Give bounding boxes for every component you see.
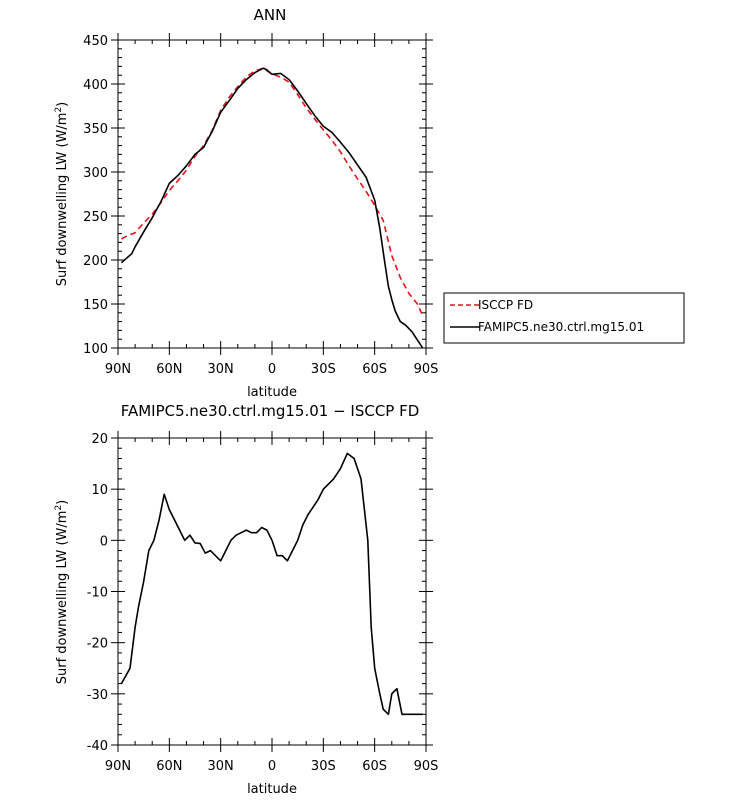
chart-annual-mean: ANN 100 150 200 250 300 350 400 450 90N 60N 30N 0 3… xyxy=(54,6,685,400)
y-tick-label: 450 xyxy=(83,34,108,49)
x-tick-labels: 90N 60N 30N 0 30S 60S 90S xyxy=(105,362,439,377)
tick-marks xyxy=(111,33,433,355)
tick-marks xyxy=(111,431,433,752)
series-line xyxy=(121,67,424,316)
y-axis-title-main: Surf downwelling LW (W/m xyxy=(55,113,70,287)
series-line xyxy=(120,452,423,716)
chart-title: ANN xyxy=(254,6,287,24)
y-tick-label: -40 xyxy=(87,739,108,754)
legend-label-isccp: ISCCP FD xyxy=(478,298,533,312)
y-tick-label: 200 xyxy=(83,254,108,269)
x-tick-label: 30N xyxy=(208,362,234,377)
x-tick-label: 90S xyxy=(414,759,439,774)
y-tick-label: 10 xyxy=(91,483,108,498)
y-tick-label: 400 xyxy=(83,78,108,93)
y-axis-title-sup: 2 xyxy=(54,107,64,113)
y-tick-label: 0 xyxy=(100,534,108,549)
legend-label-famipc5: FAMIPC5.ne30.ctrl.mg15.01 xyxy=(478,320,644,334)
chart-title: FAMIPC5.ne30.ctrl.mg15.01 − ISCCP FD xyxy=(121,402,420,420)
x-tick-label: 0 xyxy=(268,759,276,774)
series-lines xyxy=(120,452,423,716)
y-axis-title: Surf downwelling LW (W/m2) xyxy=(54,500,70,685)
series-lines xyxy=(120,67,424,349)
legend: ISCCP FD FAMIPC5.ne30.ctrl.mg15.01 xyxy=(443,292,685,344)
y-tick-label: -30 xyxy=(87,688,108,703)
x-tick-label: 30N xyxy=(208,759,234,774)
x-tick-label: 60S xyxy=(362,759,387,774)
x-tick-label: 30S xyxy=(311,759,336,774)
y-tick-label: -20 xyxy=(87,637,108,652)
x-tick-label: 90N xyxy=(105,362,131,377)
y-tick-label: 150 xyxy=(83,298,108,313)
chart-difference: FAMIPC5.ne30.ctrl.mg15.01 − ISCCP FD -40… xyxy=(54,402,438,797)
x-tick-label: 90N xyxy=(105,759,131,774)
y-tick-label: 250 xyxy=(83,210,108,225)
x-tick-label: 90S xyxy=(414,362,439,377)
y-tick-label: 20 xyxy=(91,432,108,447)
y-axis-title: Surf downwelling LW (W/m2) xyxy=(54,102,70,287)
y-axis-title-end: ) xyxy=(55,102,70,107)
y-tick-label: 350 xyxy=(83,122,108,137)
x-tick-label: 0 xyxy=(268,362,276,377)
x-axis-title: latitude xyxy=(247,385,297,400)
y-tick-label: -10 xyxy=(87,586,108,601)
y-tick-label: 100 xyxy=(83,342,108,357)
series-line xyxy=(120,67,424,349)
y-axis-title-main: Surf downwelling LW (W/m xyxy=(55,511,70,685)
x-tick-label: 60N xyxy=(156,759,182,774)
y-axis-title-end: ) xyxy=(55,500,70,505)
x-tick-labels: 90N 60N 30N 0 30S 60S 90S xyxy=(105,759,439,774)
x-tick-label: 30S xyxy=(311,362,336,377)
x-tick-label: 60N xyxy=(156,362,182,377)
y-tick-labels: -40 -30 -20 -10 0 10 20 xyxy=(87,432,108,754)
plot-frame xyxy=(117,437,427,746)
y-axis-title-sup: 2 xyxy=(54,505,64,511)
x-tick-label: 60S xyxy=(362,362,387,377)
y-tick-labels: 100 150 200 250 300 350 400 450 xyxy=(83,34,108,357)
x-axis-title: latitude xyxy=(247,782,297,797)
legend-box xyxy=(443,292,685,344)
y-tick-label: 300 xyxy=(83,166,108,181)
